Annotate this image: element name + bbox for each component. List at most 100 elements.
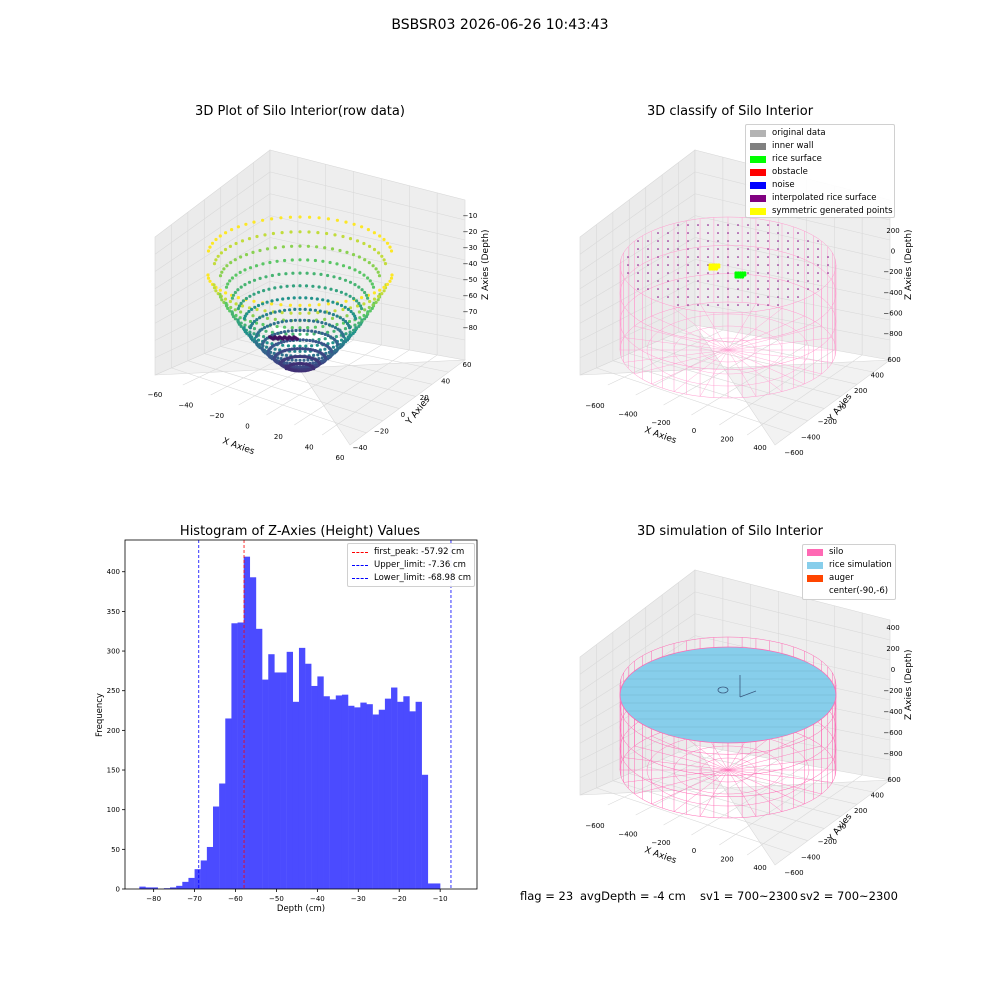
data-point [252,220,256,224]
data-point [382,237,386,242]
data-point [351,312,355,316]
legend-swatch [750,129,766,137]
grid-line [635,334,751,396]
data-point [338,343,342,347]
data-point [241,299,245,303]
data-point [298,271,302,275]
data-point [368,279,372,283]
panel4-z-tick-labels: 400 200 0 −200 −400 −600 −800 [883,624,902,758]
interpolated-point [817,256,819,258]
data-point [344,340,348,344]
x-tick-label: −20 [392,895,407,903]
z-tick-label: 400 [886,624,899,632]
y-tick-label: 60 [463,361,472,369]
interpolated-point [657,240,659,242]
data-point [284,272,288,276]
data-point [298,328,302,332]
interpolated-point [677,296,679,298]
grid-line [612,780,808,842]
data-point [333,233,337,237]
grid-line [579,193,696,272]
data-point [298,365,302,369]
legend-entry: Upper_limit: -7.36 cm [352,559,466,571]
interpolated-point [777,304,779,306]
data-point [265,313,269,317]
data-point [312,353,316,357]
interpolated-point [637,240,639,242]
data-point [307,319,311,323]
data-point [295,337,299,341]
z-tick-label: −200 [883,687,902,695]
interpolated-point [797,296,799,298]
interpolated-point [817,280,819,282]
interpolated-point [757,264,759,266]
histogram-bar [274,672,281,889]
data-point [283,330,287,334]
data-point [303,349,307,353]
legend-label: rice surface [772,154,822,164]
z-tick-label: −200 [883,268,902,276]
data-point [261,314,265,318]
data-point [357,321,361,325]
grid-line [678,331,874,373]
data-point [366,228,370,232]
grid-line [154,259,271,324]
data-point [270,342,274,346]
interpolated-point [677,304,679,306]
data-point [257,290,261,294]
footer-sv1: sv1 = 700~2300 [700,889,798,903]
interpolated-point [667,288,669,290]
interpolated-point [687,264,689,266]
data-point [323,310,327,314]
symmetric-point [708,267,712,271]
data-point [339,303,344,308]
histogram-bar [200,860,208,889]
z-tick-label: 200 [886,645,899,653]
histogram-bar [391,687,398,889]
interpolated-point [797,288,799,290]
data-point [346,307,350,311]
y-tick-label: 350 [107,608,120,616]
data-point [313,308,317,312]
rice-surface-point [736,275,740,279]
interpolated-point [737,240,739,242]
interpolated-point [717,288,719,290]
data-point [308,308,312,312]
grid-line [579,171,696,255]
z-tick-label: −80 [463,324,478,332]
interpolated-point [777,280,779,282]
interpolated-point [747,256,749,258]
data-point [380,292,384,296]
data-point [376,298,380,302]
histogram-bar [335,695,343,889]
data-point [283,325,287,329]
data-point [273,246,277,250]
grid-line [663,339,779,406]
data-point [367,305,371,310]
interpolated-point [767,288,769,290]
y-tick-label: −200 [818,838,837,846]
data-point [236,307,240,311]
data-point [268,260,272,265]
interpolated-point [637,280,639,282]
data-point [280,320,284,324]
interpolated-point [727,272,729,274]
data-point [327,311,331,315]
data-point [326,299,330,303]
data-point [304,284,309,288]
data-point [385,282,390,286]
z-tick-label: −20 [463,228,478,236]
histogram-bar [366,704,373,889]
data-point [343,278,348,282]
data-point [262,335,266,339]
data-point [317,340,321,344]
x-tick-label: −400 [618,410,637,418]
interpolated-point [767,272,769,274]
data-point [223,247,228,252]
rice-surface-point [738,275,742,279]
data-point [377,294,381,298]
x-tick-label: −80 [146,895,161,903]
interpolated-point [827,264,829,266]
interpolated-point [627,256,629,258]
data-point [254,340,258,344]
